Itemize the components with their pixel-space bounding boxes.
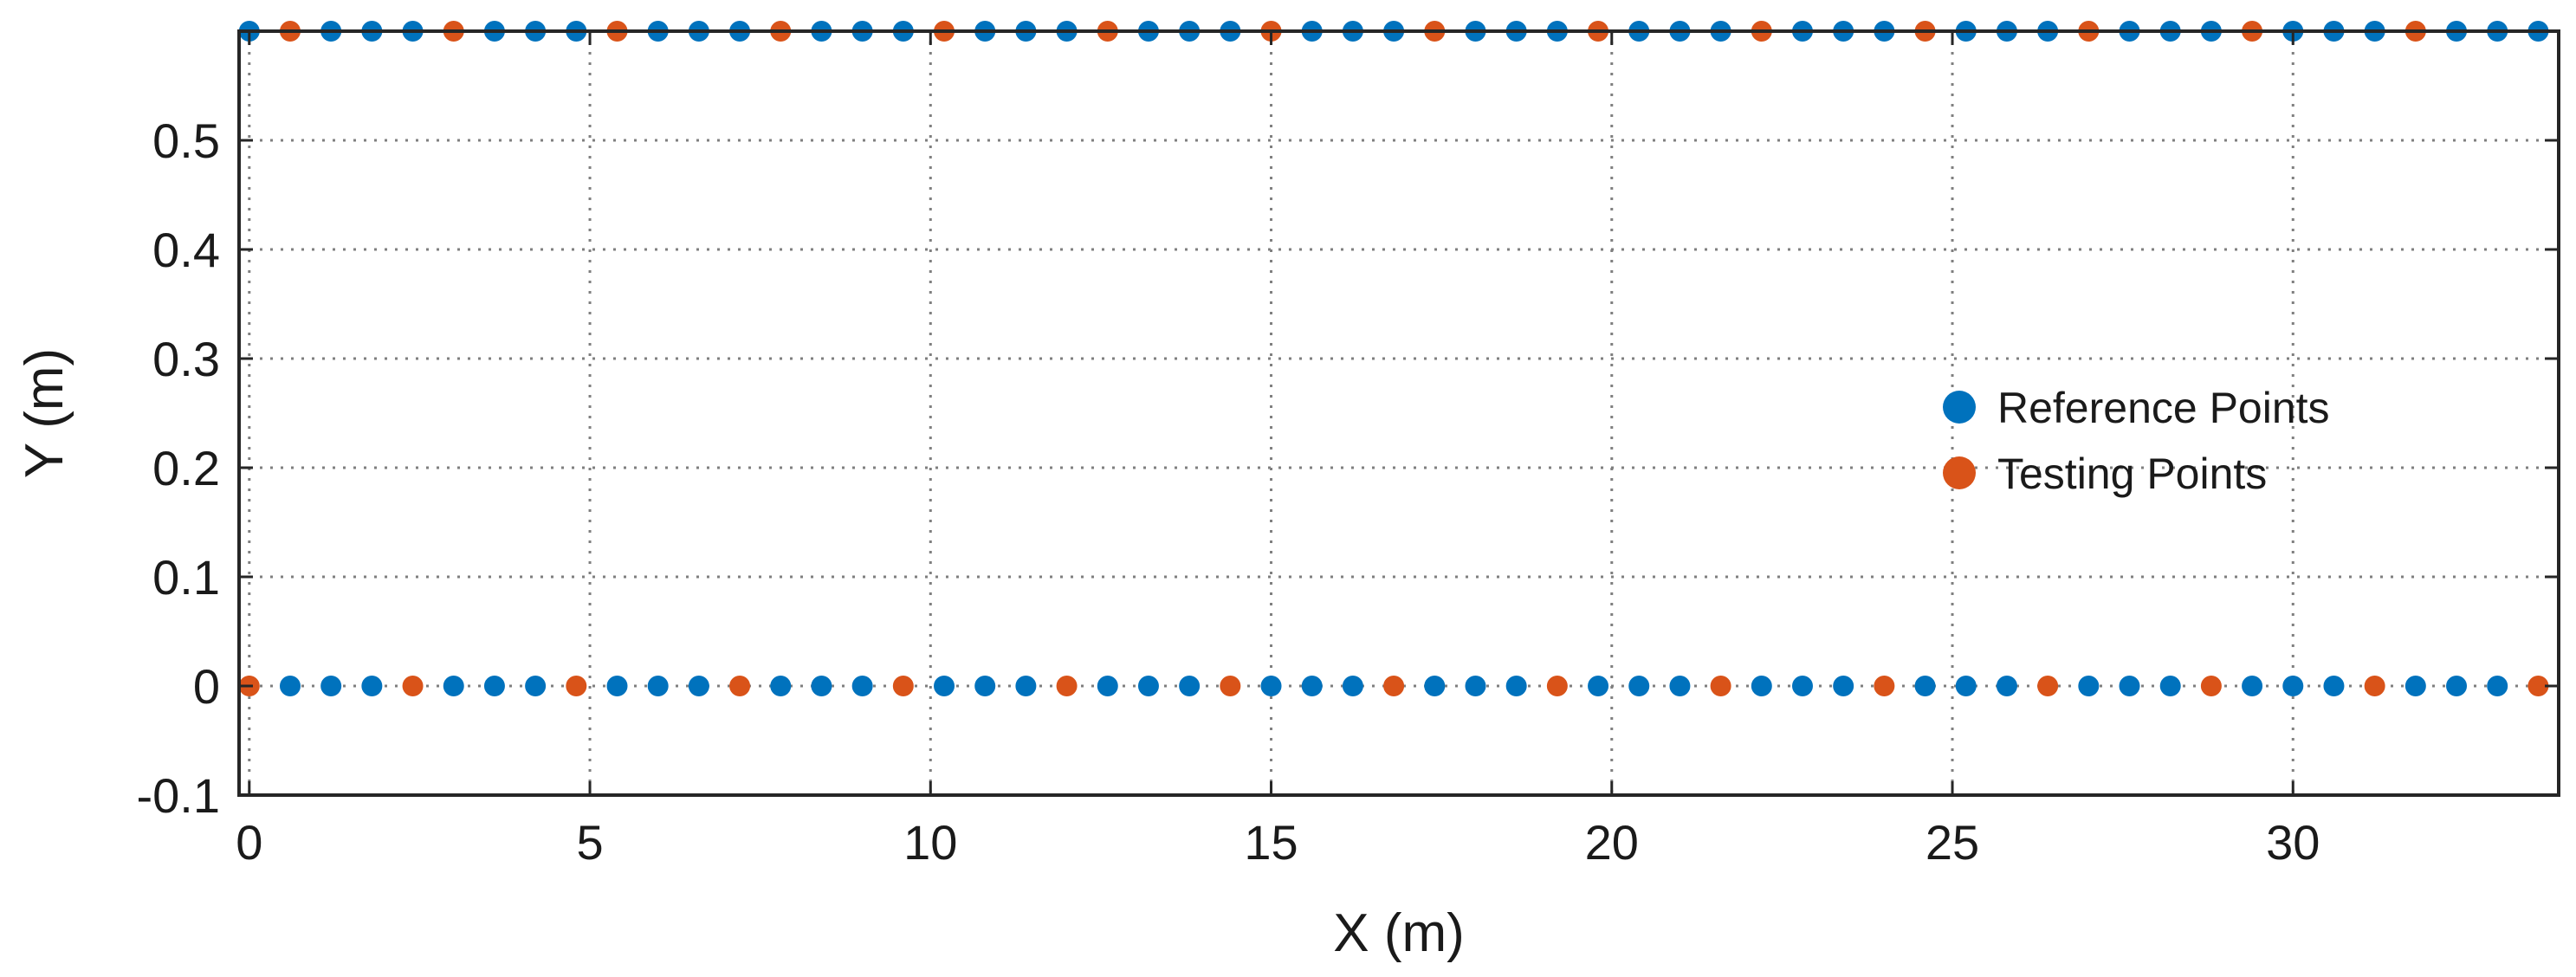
reference-point-marker xyxy=(1833,676,1854,696)
reference-point-marker xyxy=(1914,676,1936,696)
y-tick-label: 0 xyxy=(193,659,220,714)
reference-point-marker xyxy=(1751,676,1772,696)
reference-point-marker xyxy=(443,676,464,696)
testing-point-marker xyxy=(1056,676,1078,696)
tick-labels: 0 5 10 15 20 25 30 -0.1 0 0.1 0.2 0.3 0.4 0.5 xyxy=(137,113,2320,870)
reference-point-marker xyxy=(2323,676,2345,696)
legend-marker-testing-points xyxy=(1943,456,1976,489)
legend: Reference Points Testing Points xyxy=(1943,384,2330,498)
reference-point-marker xyxy=(1342,676,1363,696)
reference-point-marker xyxy=(974,676,996,696)
legend-label-reference-points: Reference Points xyxy=(1997,384,2330,432)
reference-point-marker xyxy=(1955,676,1977,696)
testing-point-marker xyxy=(2037,676,2059,696)
reference-point-marker xyxy=(1791,676,1813,696)
reference-point-marker xyxy=(688,676,709,696)
reference-point-marker xyxy=(1588,676,1609,696)
reference-point-marker xyxy=(2119,676,2140,696)
plot-area-border xyxy=(237,29,2560,797)
testing-point-marker xyxy=(1710,676,1731,696)
reference-point-marker xyxy=(1424,676,1446,696)
reference-point-marker xyxy=(320,676,342,696)
testing-point-marker xyxy=(892,676,914,696)
reference-point-marker xyxy=(2404,676,2426,696)
y-tick-label: 0.5 xyxy=(152,113,220,168)
x-tick-label: 30 xyxy=(2266,815,2320,870)
reference-point-marker xyxy=(2242,676,2263,696)
reference-point-marker xyxy=(811,676,832,696)
reference-point-marker xyxy=(483,676,505,696)
y-tick-label: 0.4 xyxy=(152,223,220,277)
reference-point-marker xyxy=(1628,676,1650,696)
legend-marker-reference-points xyxy=(1943,391,1976,424)
testing-point-marker xyxy=(2527,676,2549,696)
testing-point-marker xyxy=(1874,676,1895,696)
reference-point-marker xyxy=(2282,676,2304,696)
y-tick-label: 0.1 xyxy=(152,550,220,605)
reference-point-marker xyxy=(2487,676,2508,696)
x-tick-label: 25 xyxy=(1926,815,1979,870)
reference-point-marker xyxy=(851,676,873,696)
tick-marks xyxy=(239,31,2559,797)
x-axis-label: X (m) xyxy=(1333,903,1465,963)
y-tick-label: 0.2 xyxy=(152,441,220,495)
x-tick-label: 0 xyxy=(236,815,262,870)
x-tick-label: 15 xyxy=(1244,815,1298,870)
reference-point-marker xyxy=(1137,676,1159,696)
reference-point-marker xyxy=(279,676,301,696)
testing-point-marker xyxy=(1383,676,1405,696)
legend-label-testing-points: Testing Points xyxy=(1997,450,2267,498)
testing-point-marker xyxy=(2364,676,2385,696)
x-tick-label: 10 xyxy=(903,815,957,870)
reference-point-marker xyxy=(525,676,547,696)
y-axis-label: Y (m) xyxy=(15,348,74,478)
reference-point-marker xyxy=(2159,676,2181,696)
reference-point-marker xyxy=(1465,676,1486,696)
reference-point-marker xyxy=(770,676,792,696)
testing-point-marker xyxy=(566,676,587,696)
reference-point-marker xyxy=(361,676,383,696)
reference-point-marker xyxy=(1179,676,1201,696)
testing-point-marker xyxy=(402,676,424,696)
testing-point-marker xyxy=(1220,676,1241,696)
reference-point-marker xyxy=(934,676,955,696)
data-points xyxy=(238,21,2549,696)
testing-point-marker xyxy=(1546,676,1568,696)
reference-point-marker xyxy=(2078,676,2100,696)
reference-point-marker xyxy=(2446,676,2468,696)
testing-point-marker xyxy=(2200,676,2222,696)
y-tick-label: -0.1 xyxy=(137,768,221,823)
reference-point-marker xyxy=(1996,676,2017,696)
reference-point-marker xyxy=(1301,676,1323,696)
reference-point-marker xyxy=(647,676,669,696)
y-tick-label: 0.3 xyxy=(152,332,220,386)
reference-point-marker xyxy=(1669,676,1691,696)
testing-point-marker xyxy=(729,676,751,696)
reference-point-marker xyxy=(606,676,628,696)
reference-point-marker xyxy=(1097,676,1118,696)
reference-point-marker xyxy=(1260,676,1282,696)
reference-point-marker xyxy=(1015,676,1037,696)
x-tick-label: 20 xyxy=(1585,815,1639,870)
reference-point-marker xyxy=(1505,676,1527,696)
x-tick-label: 5 xyxy=(576,815,603,870)
